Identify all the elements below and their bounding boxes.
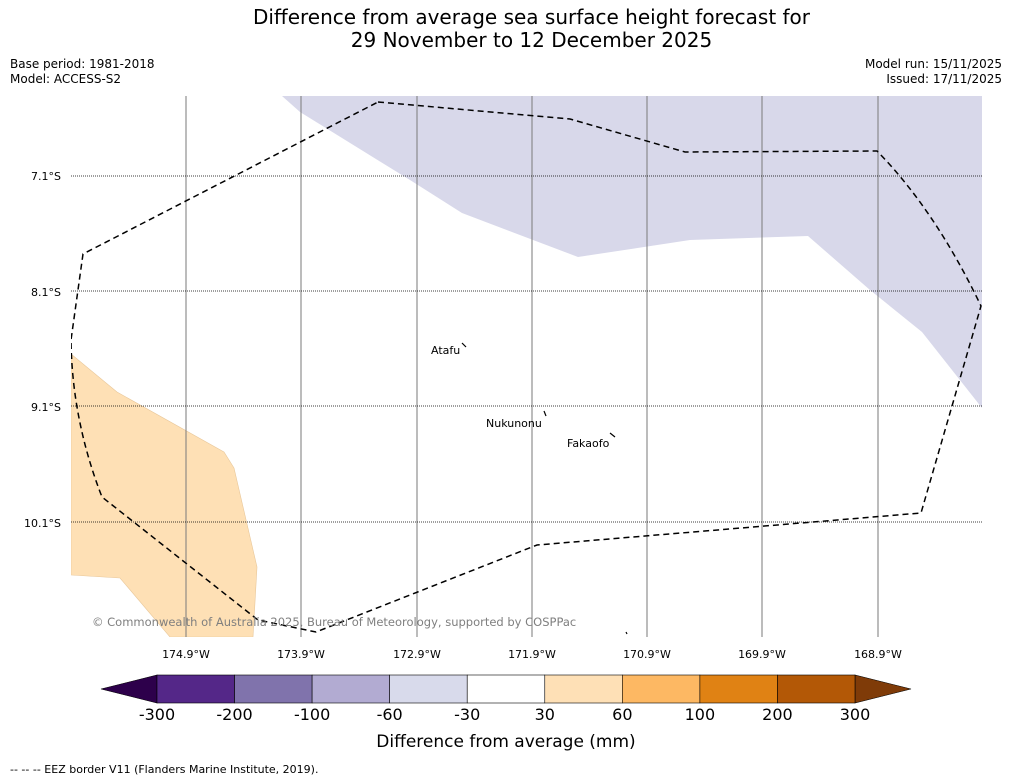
longitude-labels: 174.9°W 173.9°W 172.9°W 171.9°W 170.9°W …	[162, 648, 902, 661]
title-line-2: 29 November to 12 December 2025	[350, 28, 713, 52]
issued-date: Issued: 17/11/2025	[886, 72, 1002, 86]
colorbar-under-arrow	[100, 674, 158, 704]
colorbar-tick-5: 30	[535, 705, 555, 724]
eez-border	[71, 101, 982, 633]
place-nukunonu: Nukunonu	[486, 417, 542, 430]
title-line-1: Difference from average sea surface heig…	[252, 5, 811, 29]
colorbar-tick-0: -300	[139, 705, 175, 724]
model-run: Model run: 15/11/2025	[864, 57, 1002, 71]
colorbar-segment-6	[622, 674, 701, 704]
lon-label-174-9: 174.9°W	[162, 648, 210, 661]
place-fakaofo: Fakaofo	[567, 437, 610, 450]
lat-label-9-1: 9.1°S	[31, 401, 61, 414]
anomaly-region-negative	[282, 96, 982, 408]
meta-right: Model run: 15/11/2025 Issued: 17/11/2025	[865, 57, 1002, 87]
lon-label-168-9: 168.9°W	[854, 648, 902, 661]
colorbar-tick-1: -200	[216, 705, 252, 724]
colorbar-segment-2	[311, 674, 390, 704]
atafu-island	[461, 342, 467, 348]
copyright-notice: © Commonwealth of Australia 2025, Bureau…	[92, 615, 576, 629]
colorbar-segment-8	[777, 674, 856, 704]
model-name: Model: ACCESS-S2	[10, 72, 122, 86]
lon-label-170-9: 170.9°W	[623, 648, 671, 661]
lon-label-169-9: 169.9°W	[738, 648, 786, 661]
colorbar-segment-5	[544, 674, 623, 704]
latitude-labels: 7.1°S 8.1°S 9.1°S 10.1°S	[24, 170, 61, 530]
colorbar-segment-4	[466, 674, 546, 704]
colorbar-over-arrow	[854, 674, 912, 704]
colorbar-title: Difference from average (mm)	[376, 732, 635, 752]
longitude-gridlines	[185, 96, 879, 637]
colorbar-tick-6: 60	[612, 705, 632, 724]
colorbar-segment-1	[234, 674, 313, 704]
lat-label-7-1: 7.1°S	[31, 170, 61, 183]
colorbar-tick-7: 100	[685, 705, 716, 724]
chart-title: Difference from average sea surface heig…	[0, 6, 1011, 52]
colorbar-segment-7	[699, 674, 778, 704]
eez-legend-note: -- -- -- EEZ border V11 (Flanders Marine…	[10, 763, 319, 776]
colorbar-tick-3: -60	[377, 705, 403, 724]
meta-left: Base period: 1981-2018 Model: ACCESS-S2	[10, 57, 155, 87]
colorbar-tick-2: -100	[294, 705, 330, 724]
anomaly-region-positive	[71, 353, 258, 637]
fakaofo-island	[609, 432, 616, 438]
place-atafu: Atafu	[431, 344, 460, 357]
islands	[461, 342, 628, 635]
lon-label-172-9: 172.9°W	[393, 648, 441, 661]
colorbar: -300 -200 -100 -60 -30 30 60 100 200 300	[100, 674, 912, 724]
lon-label-173-9: 173.9°W	[277, 648, 325, 661]
colorbar-tick-9: 300	[840, 705, 871, 724]
colorbar-segment-0	[156, 674, 235, 704]
colorbar-tick-8: 200	[762, 705, 793, 724]
small-islet	[625, 631, 628, 635]
nukunonu-island	[543, 410, 547, 417]
colorbar-segment-3	[389, 674, 468, 704]
lat-label-8-1: 8.1°S	[31, 286, 61, 299]
lat-label-10-1: 10.1°S	[24, 517, 61, 530]
base-period: Base period: 1981-2018	[10, 57, 155, 71]
lon-label-171-9: 171.9°W	[508, 648, 556, 661]
colorbar-tick-4: -30	[454, 705, 480, 724]
